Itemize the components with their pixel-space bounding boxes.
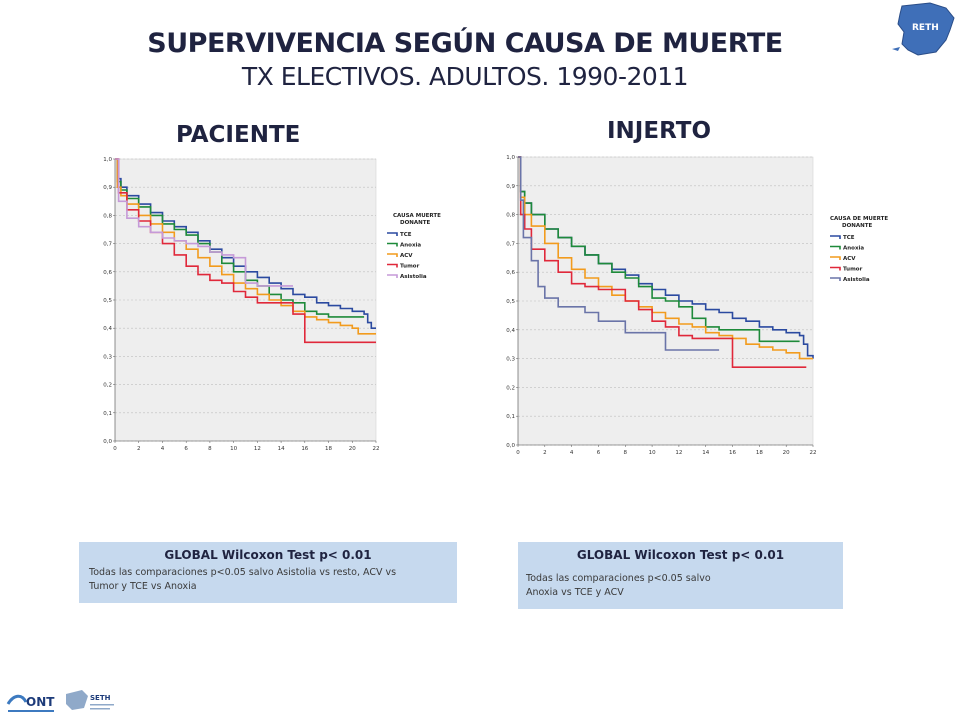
paciente-survival-chart: 0,0 0,1 0,2 0,3 0,4 0,5 0,6 0,7 0,8 0,9 1,0 0 2 4 6 8 10… <box>103 157 441 452</box>
x-tick-label: 8 <box>624 450 628 456</box>
y-tick-label: 0,8 <box>103 213 112 219</box>
x-tick-label: 20 <box>349 446 356 452</box>
y-tick-label: 0,9 <box>506 184 515 190</box>
x-tick-label: 12 <box>675 450 682 456</box>
y-tick-label: 0,4 <box>506 328 515 334</box>
y-tick-label: 0,6 <box>506 270 515 276</box>
legend-swatch <box>387 253 398 257</box>
y-tick-label: 0,3 <box>506 357 515 363</box>
legend-label: Anoxia <box>400 243 421 249</box>
x-tick-label: 18 <box>325 446 332 452</box>
y-tick-label: 0,7 <box>103 242 112 248</box>
legend-label: ACV <box>843 256 856 262</box>
x-tick-label: 6 <box>184 446 188 452</box>
ont-logo: ONT <box>4 686 58 716</box>
y-tick-label: 0,6 <box>103 270 112 276</box>
seth-logo-text: SETH <box>90 694 111 702</box>
series-line-asistolia <box>115 158 293 287</box>
series-line-anoxia <box>115 158 365 318</box>
stats-box-injerto: GLOBAL Wilcoxon Test p< 0.01 Todas las c… <box>518 542 843 609</box>
stats-title: GLOBAL Wilcoxon Test p< 0.01 <box>576 548 785 562</box>
x-tick-label: 12 <box>254 446 261 452</box>
spain-map-logo: RETH <box>892 2 955 56</box>
legend-swatch <box>830 235 841 239</box>
x-tick-label: 2 <box>543 450 547 456</box>
stats-line: Todas las comparaciones p<0.05 salvo Asi… <box>89 567 397 578</box>
legend-title: CAUSA DE MUERTE <box>830 216 888 222</box>
stats-line: Anoxia vs TCE y ACV <box>526 587 624 598</box>
legend-swatch <box>830 245 841 250</box>
y-tick-label: 0,4 <box>103 326 112 332</box>
legend-swatch <box>830 266 841 271</box>
x-tick-label: 4 <box>161 446 165 452</box>
y-tick-label: 0,2 <box>103 383 112 389</box>
y-tick-label: 0,3 <box>103 354 112 360</box>
y-tick-label: 0,8 <box>506 213 515 219</box>
y-tick-label: 0,1 <box>103 411 112 417</box>
seth-logo: SETH <box>62 686 118 718</box>
legend-swatch <box>387 232 398 236</box>
stats-title: GLOBAL Wilcoxon Test p< 0.01 <box>164 548 372 562</box>
legend-label: ACV <box>400 253 413 259</box>
x-tick-label: 10 <box>230 446 237 452</box>
legend-label: Asistolia <box>400 274 427 280</box>
x-tick-label: 0 <box>516 450 520 456</box>
y-tick-label: 0,2 <box>506 385 515 391</box>
x-tick-label: 14 <box>702 450 709 456</box>
legend-label: TCE <box>843 235 855 241</box>
legend-label: Tumor <box>843 267 863 273</box>
x-tick-label: 22 <box>810 450 817 456</box>
page-subtitle: TX ELECTIVOS. ADULTOS. 1990-2011 <box>241 62 689 91</box>
y-tick-label: 0,7 <box>506 241 515 247</box>
x-tick-label: 0 <box>113 446 117 452</box>
stats-line: Todas las comparaciones p<0.05 salvo <box>526 573 711 584</box>
y-tick-label: 0,0 <box>506 443 515 449</box>
x-tick-label: 16 <box>729 450 736 456</box>
series-line-anoxia <box>518 156 800 343</box>
legend-swatch <box>387 242 398 247</box>
legend-swatch <box>387 274 398 278</box>
reth-map-label: RETH <box>912 23 939 33</box>
legend-label: Anoxia <box>843 246 864 252</box>
x-tick-label: 22 <box>373 446 380 452</box>
legend-swatch <box>387 263 398 268</box>
x-tick-label: 2 <box>137 446 141 452</box>
x-tick-label: 4 <box>570 450 574 456</box>
y-tick-label: 0,9 <box>103 185 112 191</box>
x-tick-label: 20 <box>783 450 790 456</box>
chart-title-injerto: INJERTO <box>607 118 711 144</box>
page-title: SUPERVIVENCIA SEGÚN CAUSA DE MUERTE <box>147 28 783 59</box>
injerto-survival-chart: 0,0 0,1 0,2 0,3 0,4 0,5 0,6 0,7 0,8 0,9 1,0 0 2 4 6 8 10… <box>506 155 888 456</box>
y-tick-label: 1,0 <box>103 157 112 163</box>
y-tick-label: 1,0 <box>506 155 515 161</box>
x-tick-label: 10 <box>649 450 656 456</box>
legend-swatch <box>830 256 841 260</box>
y-tick-label: 0,5 <box>103 298 112 304</box>
stats-line: Tumor y TCE vs Anoxia <box>89 581 197 592</box>
legend-title: DONANTE <box>842 223 872 229</box>
series-line-asistolia <box>518 156 720 351</box>
y-tick-label: 0,1 <box>506 414 515 420</box>
legend-swatch <box>830 277 841 281</box>
legend-title: CAUSA MUERTE <box>393 213 441 219</box>
x-tick-label: 14 <box>278 446 285 452</box>
x-tick-label: 8 <box>208 446 212 452</box>
ont-logo-text: ONT <box>26 695 55 709</box>
x-tick-label: 18 <box>756 450 763 456</box>
legend-title: DONANTE <box>400 220 430 226</box>
legend-label: Asistolia <box>843 277 870 283</box>
stats-box-paciente: GLOBAL Wilcoxon Test p< 0.01 Todas las c… <box>79 542 457 603</box>
x-tick-label: 6 <box>597 450 601 456</box>
chart-title-paciente: PACIENTE <box>176 122 301 148</box>
y-tick-label: 0,0 <box>103 439 112 445</box>
legend-label: Tumor <box>400 264 420 270</box>
legend-label: TCE <box>400 232 412 238</box>
x-tick-label: 16 <box>301 446 308 452</box>
y-tick-label: 0,5 <box>506 299 515 305</box>
